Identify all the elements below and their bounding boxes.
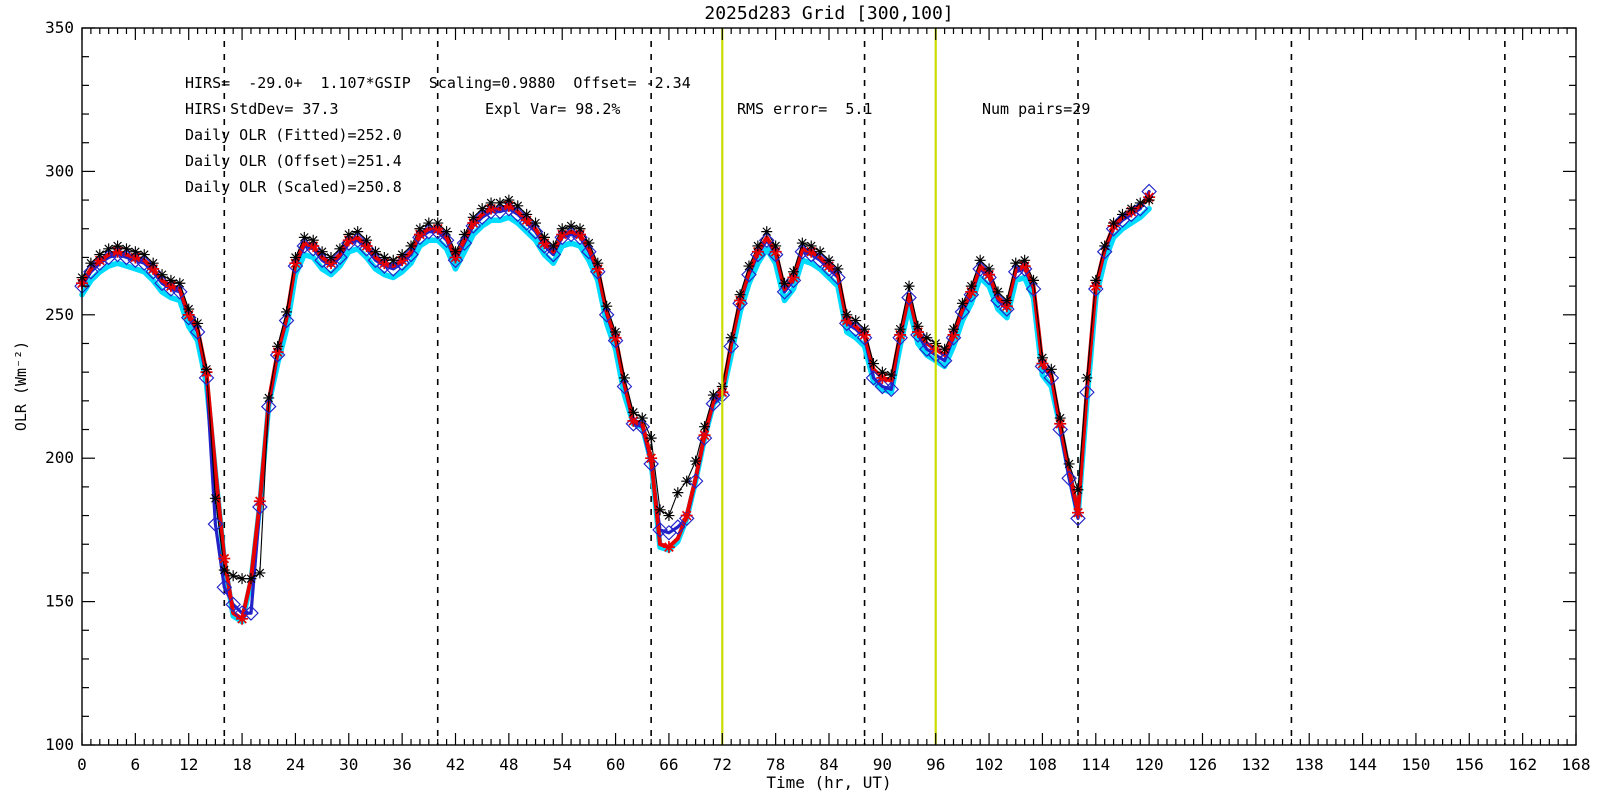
- svg-text:24: 24: [286, 755, 305, 774]
- svg-text:48: 48: [499, 755, 518, 774]
- explained-variance-text: Expl Var= 98.2%: [485, 100, 621, 118]
- svg-text:96: 96: [926, 755, 945, 774]
- svg-text:300: 300: [45, 161, 74, 180]
- svg-text:350: 350: [45, 18, 74, 37]
- svg-text:54: 54: [553, 755, 572, 774]
- day-boundary-dashed-lines: [223, 28, 1506, 745]
- hirs-black-asterisks-markers: [76, 194, 1155, 585]
- data-series: [74, 183, 1157, 625]
- svg-text:66: 66: [659, 755, 678, 774]
- svg-text:150: 150: [45, 592, 74, 611]
- svg-text:84: 84: [819, 755, 838, 774]
- x-tick-labels: 0 6 12 18 24 30 36 42 48 54 60 66 72 78 84 90 96 102 108 11…: [77, 755, 1590, 774]
- svg-text:144: 144: [1348, 755, 1377, 774]
- svg-text:108: 108: [1028, 755, 1057, 774]
- hirs-stddev-text: HIRS StdDev= 37.3: [185, 100, 339, 118]
- daily-olr-scaled-text: Daily OLR (Scaled)=250.8: [185, 178, 402, 196]
- svg-text:132: 132: [1241, 755, 1270, 774]
- rms-error-text: RMS error= 5.1: [737, 100, 873, 118]
- svg-text:150: 150: [1401, 755, 1430, 774]
- daily-olr-offset-text: Daily OLR (Offset)=251.4: [185, 152, 402, 170]
- svg-text:120: 120: [1135, 755, 1164, 774]
- svg-text:78: 78: [766, 755, 785, 774]
- svg-text:168: 168: [1562, 755, 1591, 774]
- x-axis-title: Time (hr, UT): [766, 773, 892, 792]
- fit-equation-text: HIRS= -29.0+ 1.107*GSIP Scaling=0.9880 O…: [185, 74, 691, 92]
- svg-text:72: 72: [713, 755, 732, 774]
- svg-text:250: 250: [45, 305, 74, 324]
- svg-text:30: 30: [339, 755, 358, 774]
- svg-text:60: 60: [606, 755, 625, 774]
- gsip-offset-blue-diamonds-line: [80, 189, 1151, 615]
- svg-text:114: 114: [1081, 755, 1110, 774]
- svg-text:12: 12: [179, 755, 198, 774]
- svg-text:126: 126: [1188, 755, 1217, 774]
- svg-text:42: 42: [446, 755, 465, 774]
- svg-text:0: 0: [77, 755, 87, 774]
- svg-text:100: 100: [45, 735, 74, 754]
- svg-text:200: 200: [45, 448, 74, 467]
- svg-text:18: 18: [232, 755, 251, 774]
- yellow-highlight-lines: [721, 28, 937, 745]
- svg-text:36: 36: [393, 755, 412, 774]
- svg-text:138: 138: [1295, 755, 1324, 774]
- hirs-black-asterisks-line: [81, 199, 1150, 580]
- gsip-fitted-red-markers: [76, 191, 1156, 625]
- y-tick-labels: 100 150 200 250 300 350: [45, 18, 74, 754]
- x-axis-ticks: [81, 28, 1577, 745]
- svg-text:102: 102: [975, 755, 1004, 774]
- daily-olr-fitted-text: Daily OLR (Fitted)=252.0: [185, 126, 402, 144]
- gsip-offset-blue-diamonds-markers: [74, 183, 1157, 621]
- chart-title: 2025d283 Grid [300,100]: [704, 3, 954, 24]
- gsip-fitted-red-line: [80, 195, 1152, 621]
- svg-text:162: 162: [1508, 755, 1537, 774]
- y-axis-ticks: [82, 27, 1576, 746]
- y-axis-title: OLR (Wm⁻²): [12, 340, 30, 432]
- num-pairs-text: Num pairs=29: [982, 100, 1091, 118]
- svg-text:156: 156: [1455, 755, 1484, 774]
- svg-text:6: 6: [131, 755, 141, 774]
- svg-text:90: 90: [873, 755, 892, 774]
